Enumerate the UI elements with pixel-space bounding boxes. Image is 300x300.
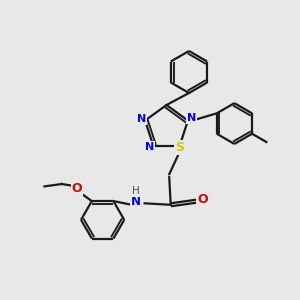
Text: N: N [130,195,141,208]
Text: S: S [175,141,184,154]
Text: N: N [137,114,146,124]
Text: H: H [132,186,140,196]
Text: O: O [71,182,82,195]
Text: N: N [187,113,196,123]
Text: O: O [197,193,208,206]
Text: N: N [145,142,154,152]
